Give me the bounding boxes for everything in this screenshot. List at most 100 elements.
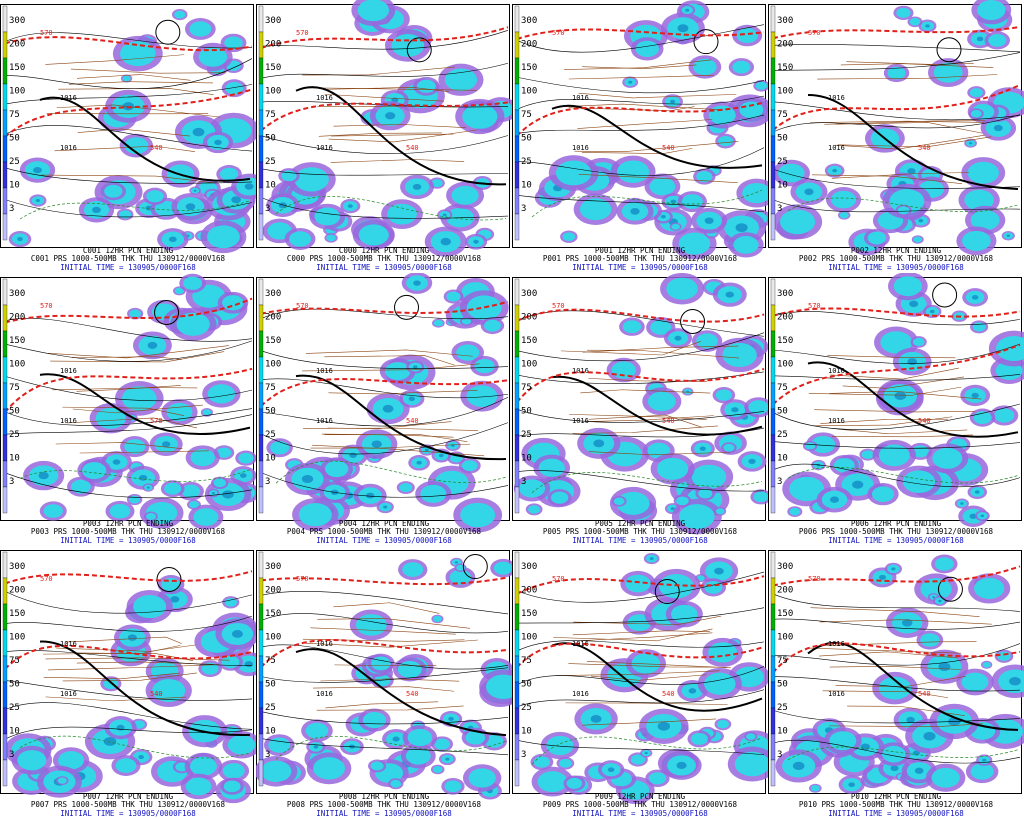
precip-area [625, 574, 651, 593]
precip-core [929, 309, 935, 314]
colorbar-label: 200 [777, 40, 793, 50]
panel-map: 570 1016 1016 540 300 200 150 100 75 50 25 10 3 C001 … [0, 4, 256, 272]
colorbar-segment [2, 135, 8, 163]
isobar [260, 308, 509, 320]
precip-area [260, 760, 292, 783]
precip-area [974, 577, 1005, 599]
colorbar-label: 25 [777, 430, 788, 440]
precip-area [715, 508, 725, 515]
colorbar-segment [2, 733, 8, 761]
isobar [4, 167, 253, 184]
precip-core [231, 630, 243, 638]
precip-core [454, 561, 459, 564]
precip-area [166, 403, 193, 422]
thickness-dashed [531, 472, 763, 493]
state-border [810, 607, 980, 617]
colorbar-label: 300 [521, 562, 537, 572]
colorbar-label: 50 [265, 407, 276, 417]
precip-area [183, 276, 203, 290]
colorbar-segment [2, 577, 8, 605]
panel-subtitle: P006 PRS 1000-500MB THK THU 130912/0000V… [799, 527, 994, 536]
state-border [320, 678, 460, 682]
colorbar-label: 75 [777, 656, 788, 666]
precip-area [189, 21, 212, 37]
colorbar-label: 100 [521, 360, 537, 370]
precip-area [696, 333, 718, 349]
state-border [324, 87, 449, 92]
contour-label: 540 [406, 690, 419, 698]
colorbar-segment [2, 603, 8, 631]
precip-area [970, 109, 982, 118]
isobar [516, 24, 765, 53]
state-border [330, 159, 465, 163]
isobar [772, 441, 1021, 449]
precip-area [207, 225, 240, 249]
colorbar-label: 3 [777, 204, 782, 214]
low-center [406, 37, 432, 63]
isobar [516, 739, 765, 756]
colorbar-label: 100 [265, 360, 281, 370]
precip-area [399, 483, 413, 493]
colorbar-segment [2, 187, 8, 215]
precip-area [631, 653, 661, 674]
panel-subtitle: P009 PRS 1000-500MB THK THU 130912/0000V… [543, 800, 738, 809]
isobar [516, 310, 765, 337]
precip-area [994, 408, 1015, 423]
precip-area [95, 407, 126, 429]
precip-area [696, 575, 705, 581]
colorbar-label: 75 [777, 110, 788, 120]
colorbar-label: 50 [265, 680, 276, 690]
precip-core [830, 496, 839, 503]
precip-core [960, 502, 964, 505]
colorbar-segment [258, 161, 264, 189]
colorbar-segment [514, 356, 520, 384]
state-border [568, 74, 714, 80]
precip-area [962, 230, 991, 251]
precip-area [690, 732, 708, 745]
state-border [819, 619, 992, 625]
colorbar-label: 200 [521, 586, 537, 596]
isobar [772, 374, 1021, 381]
precip-area [313, 757, 345, 780]
colorbar-segment [258, 733, 264, 761]
contour-label: 1016 [572, 94, 589, 102]
isobar [260, 422, 509, 455]
contour-label: 1016 [828, 367, 845, 375]
precip-area [896, 7, 911, 18]
colorbar-segment [514, 759, 520, 787]
contour-label: 570 [552, 29, 565, 37]
low-center [462, 554, 488, 580]
colorbar-segment [770, 83, 776, 111]
colorbar-segment [770, 460, 776, 488]
precip-area [967, 161, 999, 184]
state-border [330, 133, 454, 137]
precip-area [432, 766, 443, 773]
precip-core [211, 491, 215, 495]
precip-area [839, 212, 849, 219]
contour-label: 540 [150, 690, 163, 698]
colorbar-segment [514, 733, 520, 761]
contour-label: 1016 [572, 690, 589, 698]
isobar [260, 168, 509, 176]
precip-area [830, 190, 857, 209]
contour-label: 1016 [828, 690, 845, 698]
panel-init-time: INITIAL TIME = 130905/0000F168 [828, 536, 964, 545]
precip-area [298, 503, 332, 527]
precip-area [268, 737, 291, 753]
isobar-1016 [295, 648, 507, 737]
precip-area [881, 745, 906, 763]
colorbar-segment [514, 681, 520, 709]
contour-label: 1016 [572, 417, 589, 425]
colorbar-label: 300 [265, 562, 281, 572]
panel-map: 570 1016 1016 540 300 200 150 100 75 50 25 10 3 P004 … [256, 273, 510, 545]
precip-area [635, 40, 659, 58]
precip-core [660, 214, 666, 219]
precip-area [562, 232, 576, 242]
precip-area [972, 322, 986, 332]
colorbar-segment [514, 57, 520, 85]
precip-area [145, 513, 156, 520]
panel-map: 570 1016 1016 540 300 200 150 100 75 50 25 10 3 P001 … [512, 0, 768, 272]
precip-area [355, 614, 387, 636]
precip-area [810, 785, 820, 792]
panel-subtitle: C001 PRS 1000-500MB THK THU 130912/0000V… [31, 254, 226, 263]
